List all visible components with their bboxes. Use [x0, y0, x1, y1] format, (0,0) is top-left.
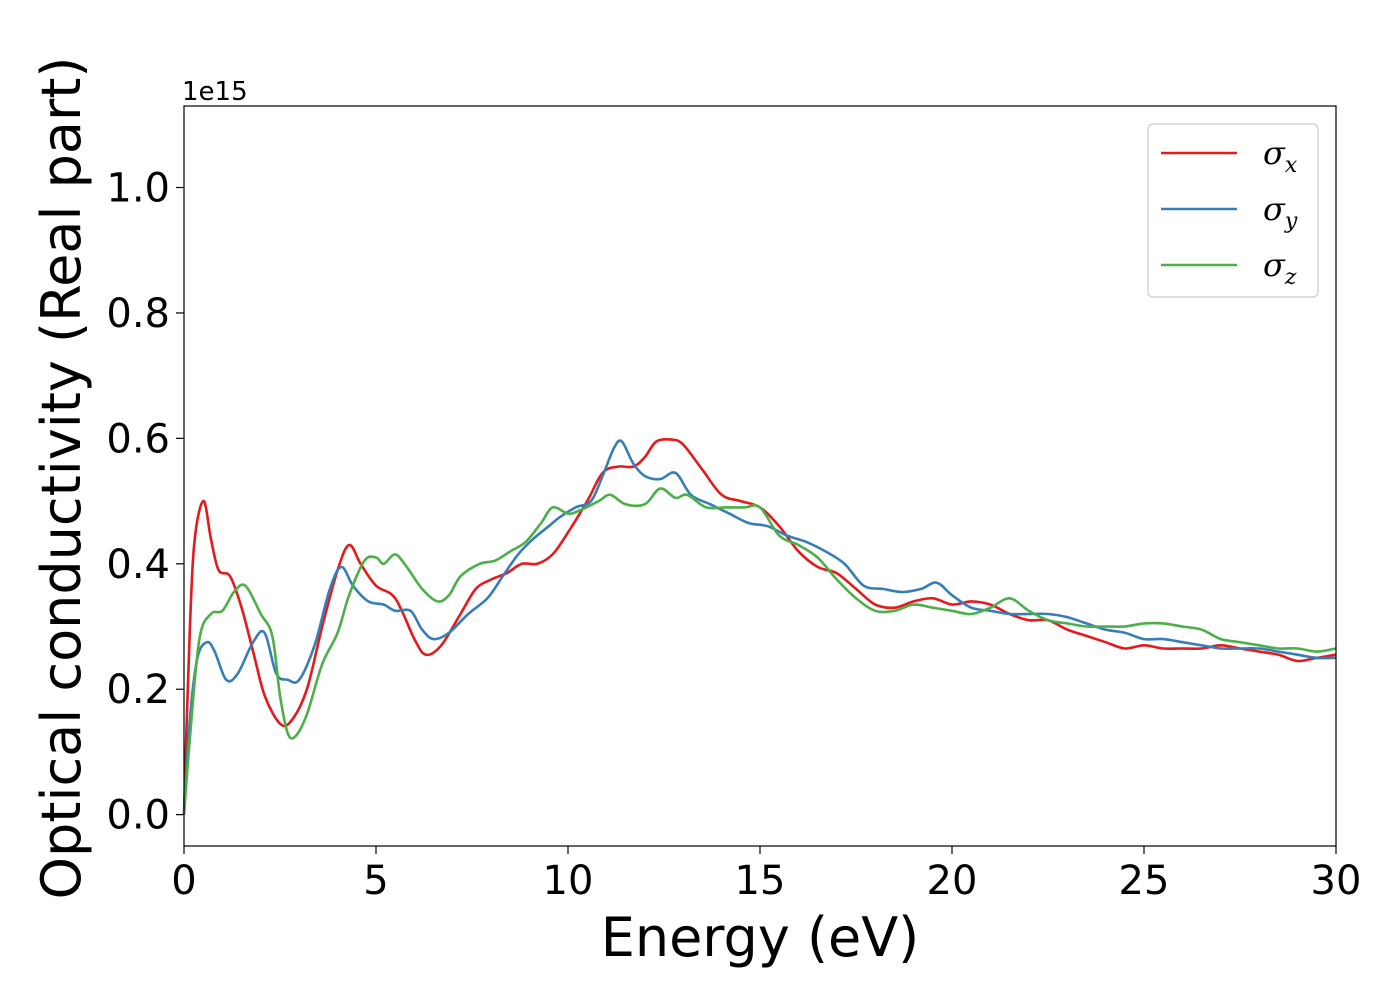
legend-subscript: x: [1285, 153, 1298, 178]
y-tick-label: 0.2: [106, 667, 170, 713]
legend-label-sigma-y: σy: [1263, 190, 1298, 234]
legend-symbol: σ: [1263, 246, 1286, 284]
x-tick-label: 10: [543, 858, 594, 904]
plot-background: [184, 106, 1336, 846]
y-tick-label: 0.6: [106, 416, 170, 462]
series-layer: [182, 437, 1337, 815]
y-offset-text: 1e15: [182, 77, 248, 107]
x-tick-label: 15: [735, 858, 786, 904]
x-axis-title: Energy (eV): [601, 906, 920, 969]
legend-subscript: z: [1284, 265, 1297, 290]
legend-subscript: y: [1284, 209, 1298, 234]
legend-label-sigma-x: σx: [1263, 134, 1298, 178]
x-tick-label: 20: [927, 858, 978, 904]
y-axis-title: Optical conductivity (Real part): [30, 57, 93, 900]
legend-symbol: σ: [1263, 134, 1286, 172]
y-tick-label: 1.0: [106, 166, 170, 212]
y-tick-label: 0.4: [106, 542, 170, 588]
series-line-sigma-z: [182, 487, 1337, 815]
y-tick-label: 0.8: [106, 291, 170, 337]
y-axis-ticks: 0.0 0.2 0.4 0.6 0.8 1.0: [106, 166, 184, 839]
series-line-sigma-x: [182, 437, 1337, 815]
y-tick-label: 0.0: [106, 793, 170, 839]
x-tick-label: 25: [1119, 858, 1170, 904]
x-tick-label: 0: [171, 858, 196, 904]
x-tick-label: 5: [363, 858, 388, 904]
x-axis-ticks: 0 5 10 15 20 25 30: [171, 846, 1361, 904]
series-line-sigma-y: [182, 439, 1337, 815]
legend-symbol: σ: [1263, 190, 1286, 228]
legend-frame: [1147, 123, 1319, 298]
x-tick-label: 30: [1311, 858, 1362, 904]
legend-label-sigma-z: σz: [1263, 246, 1297, 290]
